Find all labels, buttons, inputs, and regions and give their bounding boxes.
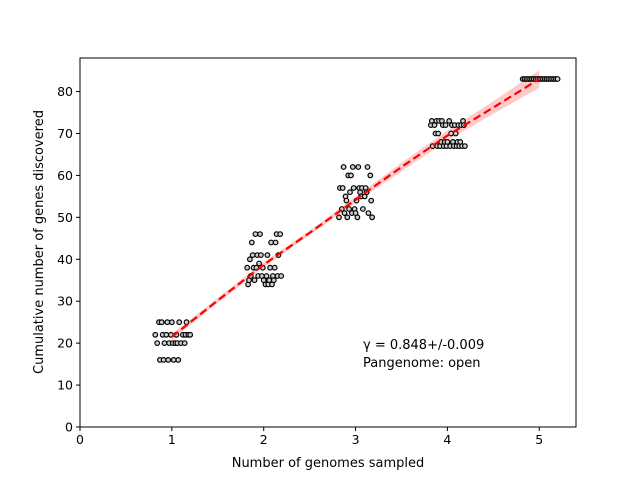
data-point (349, 164, 356, 170)
data-point (267, 264, 274, 271)
x-tick-label: 5 (535, 432, 543, 447)
data-point (161, 340, 168, 347)
data-point (257, 231, 263, 238)
data-point (444, 138, 451, 145)
confidence-band-layer (171, 70, 540, 340)
data-point (369, 214, 376, 221)
y-tick-label: 10 (57, 378, 73, 393)
x-tick-label: 0 (76, 432, 84, 447)
data-point (368, 197, 375, 204)
data-point (152, 331, 159, 338)
data-point (270, 277, 277, 284)
data-point (187, 331, 194, 338)
data-point (183, 319, 190, 326)
x-tick-label: 4 (443, 432, 451, 447)
data-point (272, 239, 279, 246)
data-point (181, 340, 188, 347)
confidence-band (171, 70, 540, 340)
gamma-annotation: γ = 0.848+/-0.009 (363, 338, 484, 353)
data-point (248, 239, 255, 246)
y-axis-label: Cumulative number of genes discovered (32, 110, 47, 374)
data-point (164, 319, 171, 326)
data-point (160, 357, 167, 363)
data-point (263, 273, 270, 279)
data-point (339, 185, 346, 191)
data-point (170, 357, 177, 363)
data-point (341, 210, 348, 217)
data-point (154, 340, 161, 347)
data-point (367, 172, 374, 179)
data-point (446, 117, 453, 124)
y-tick-label: 60 (57, 168, 73, 183)
data-point (346, 206, 353, 212)
x-axis-label: Number of genomes sampled (232, 456, 425, 471)
data-point (462, 143, 468, 150)
data-point (256, 260, 263, 267)
data-point (344, 214, 351, 221)
data-point (165, 357, 172, 363)
data-point (442, 122, 449, 128)
data-point (278, 273, 285, 279)
data-point (258, 252, 264, 259)
data-point (158, 319, 165, 326)
x-tick-label: 2 (260, 432, 268, 447)
scatter-points-layer (152, 76, 561, 363)
data-point (343, 197, 350, 204)
data-point (340, 164, 347, 170)
plot-frame (79, 57, 577, 428)
data-point (355, 164, 362, 170)
data-point (244, 264, 251, 271)
data-point (249, 252, 256, 259)
y-tick-label: 50 (57, 210, 73, 225)
y-tick-label: 80 (57, 84, 73, 99)
data-point (277, 231, 284, 238)
data-point (246, 256, 253, 263)
data-point (163, 331, 170, 338)
data-point (365, 210, 372, 217)
data-point (348, 172, 354, 179)
fit-line-layer (171, 78, 540, 338)
data-point (554, 76, 561, 82)
data-point (350, 185, 357, 191)
y-tick-label: 70 (57, 126, 73, 141)
data-point (271, 264, 278, 271)
data-point (175, 357, 182, 363)
data-point (264, 252, 271, 259)
y-tick-label: 30 (57, 294, 73, 309)
data-point (360, 206, 366, 212)
y-tick-label: 0 (65, 420, 73, 435)
x-tick-label: 1 (168, 432, 176, 447)
data-point (347, 189, 353, 196)
y-tick-label: 20 (57, 336, 73, 351)
data-point (354, 214, 361, 221)
x-tick-label: 3 (352, 432, 360, 447)
y-tick-label: 40 (57, 252, 73, 267)
pangenome-annotation: Pangenome: open (363, 356, 481, 371)
fit-line (171, 78, 540, 338)
data-point (252, 231, 259, 238)
data-point (168, 319, 175, 326)
data-point (176, 319, 183, 326)
data-point (435, 130, 442, 137)
data-point (336, 214, 342, 221)
data-point (364, 164, 371, 170)
data-point (251, 277, 258, 284)
